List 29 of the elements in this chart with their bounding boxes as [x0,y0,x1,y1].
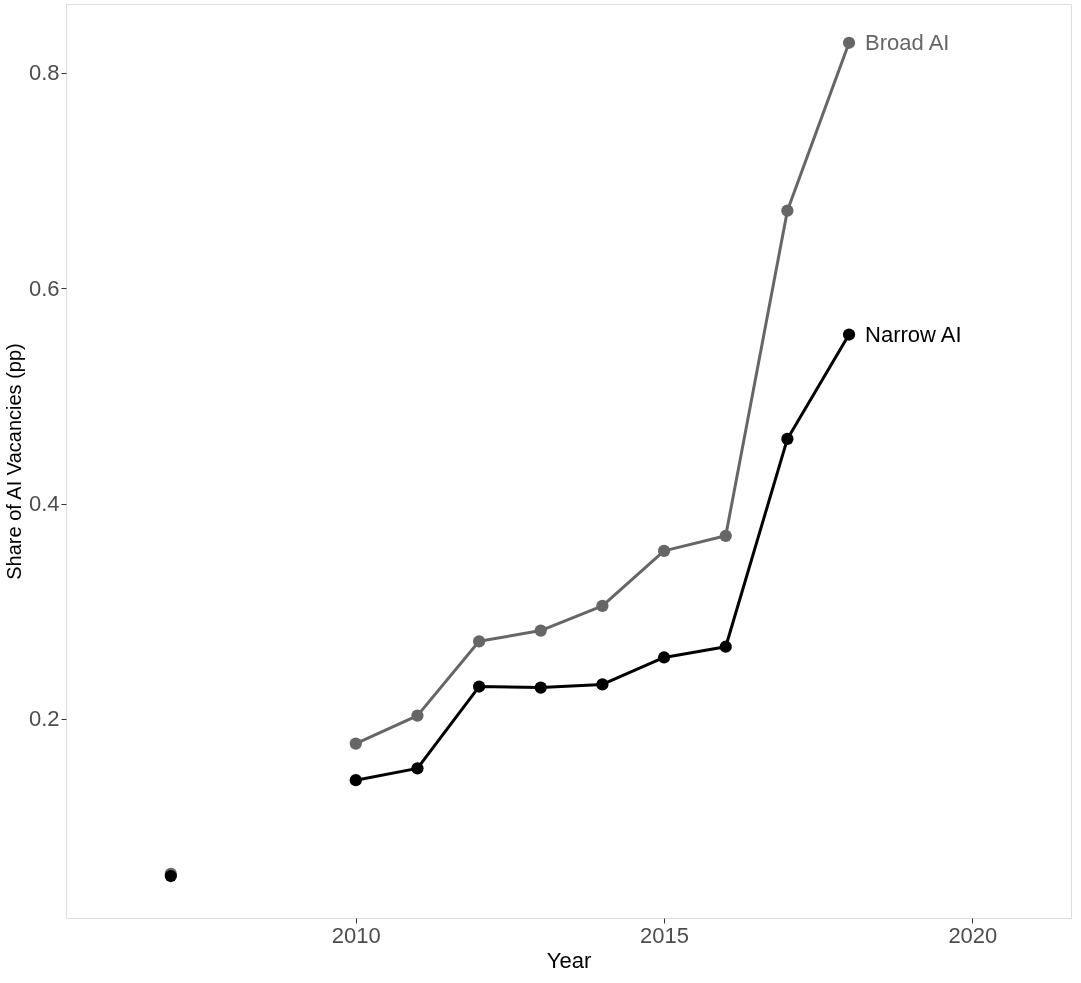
point [657,651,671,664]
y-tick-label: 0.6 [28,275,60,301]
point [596,678,609,691]
point [411,762,424,775]
y-tick-label: 0.2 [28,706,60,732]
x-tick-label: 2015 [640,922,690,948]
series-label: Narrow AI [865,321,962,347]
point [472,680,486,693]
point [411,709,424,722]
point [472,635,486,648]
point [842,36,856,49]
point [781,204,794,217]
y-axis-title: Share of AI Vacancies (pp) [2,343,25,580]
point [349,737,362,750]
point [534,681,547,694]
point [842,328,856,341]
y-tick-label: 0.4 [28,491,60,517]
point [596,599,609,612]
x-tick-label: 2020 [948,922,998,948]
series-label: Broad AI [865,29,950,55]
point [719,640,732,653]
point [657,544,671,557]
point [781,432,794,446]
x-tick-label: 2010 [331,922,381,948]
y-tick-label: 0.8 [28,60,60,86]
point [719,529,732,542]
point [349,774,362,787]
point [534,624,547,637]
x-axis-title: Year [546,947,592,973]
